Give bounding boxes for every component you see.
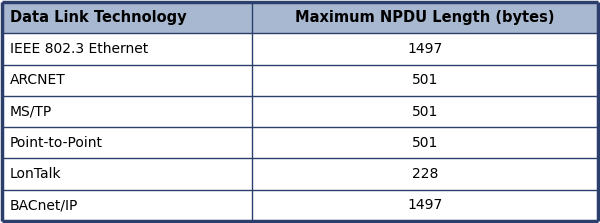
Text: 501: 501 xyxy=(412,73,439,87)
Bar xyxy=(253,158,598,190)
Text: Point-to-Point: Point-to-Point xyxy=(10,136,103,150)
Text: 501: 501 xyxy=(412,136,439,150)
Bar xyxy=(253,65,598,96)
Text: 501: 501 xyxy=(412,105,439,118)
Bar xyxy=(253,2,598,33)
Bar xyxy=(2,33,253,65)
Text: MS/TP: MS/TP xyxy=(10,105,52,118)
Text: ARCNET: ARCNET xyxy=(10,73,66,87)
Bar xyxy=(2,96,253,127)
Text: 1497: 1497 xyxy=(407,198,443,212)
Bar xyxy=(2,158,253,190)
Text: IEEE 802.3 Ethernet: IEEE 802.3 Ethernet xyxy=(10,42,148,56)
Bar xyxy=(253,33,598,65)
Text: BACnet/IP: BACnet/IP xyxy=(10,198,79,212)
Bar xyxy=(2,65,253,96)
Bar xyxy=(2,127,253,158)
Bar xyxy=(2,2,253,33)
Bar xyxy=(253,96,598,127)
Bar xyxy=(253,127,598,158)
Text: 228: 228 xyxy=(412,167,439,181)
Text: LonTalk: LonTalk xyxy=(10,167,62,181)
Text: 1497: 1497 xyxy=(407,42,443,56)
Text: Data Link Technology: Data Link Technology xyxy=(10,10,187,25)
Bar xyxy=(2,190,253,221)
Text: Maximum NPDU Length (bytes): Maximum NPDU Length (bytes) xyxy=(295,10,555,25)
Bar xyxy=(253,190,598,221)
